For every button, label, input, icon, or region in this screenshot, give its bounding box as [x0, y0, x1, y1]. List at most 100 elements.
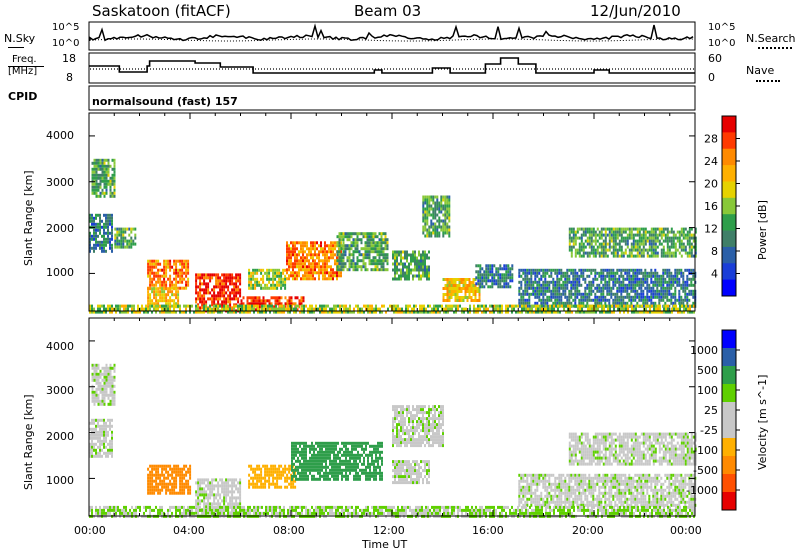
cell — [99, 399, 102, 403]
cell — [422, 210, 425, 214]
cell — [378, 250, 381, 254]
cell — [652, 239, 655, 243]
cell — [125, 307, 127, 311]
cell — [278, 271, 281, 275]
cell — [260, 470, 263, 474]
cell — [676, 248, 679, 252]
cell — [440, 198, 443, 202]
cell — [382, 253, 385, 257]
cell — [477, 264, 480, 268]
cell — [536, 271, 539, 275]
cell — [364, 232, 367, 236]
cell — [111, 228, 113, 232]
cell — [93, 369, 96, 373]
cell — [666, 274, 669, 278]
cell — [636, 268, 639, 272]
cell — [183, 464, 186, 468]
cell — [306, 253, 308, 257]
cell — [658, 274, 661, 278]
cell — [109, 188, 112, 192]
cell — [405, 304, 407, 308]
cell — [324, 271, 326, 275]
cell — [394, 250, 396, 254]
cell — [444, 213, 447, 217]
cell — [280, 274, 283, 278]
cell — [654, 277, 657, 281]
cell — [477, 273, 480, 277]
cell — [674, 280, 677, 284]
cell — [215, 493, 218, 497]
cell — [207, 291, 210, 295]
cell — [99, 161, 102, 165]
cell — [254, 302, 257, 306]
cell — [501, 310, 503, 314]
cell — [171, 482, 174, 486]
cell — [646, 271, 649, 275]
cell — [688, 292, 691, 296]
cell — [354, 238, 357, 242]
cell — [95, 194, 98, 198]
cell — [124, 245, 127, 249]
cell — [105, 243, 107, 247]
cell — [573, 304, 575, 308]
cell — [610, 271, 613, 275]
cell — [396, 271, 398, 275]
cell — [558, 301, 561, 305]
cell — [446, 278, 449, 281]
cell — [668, 286, 671, 290]
cell — [414, 253, 416, 257]
cell — [424, 216, 427, 220]
cell — [351, 310, 353, 314]
cell — [688, 233, 691, 237]
cell — [103, 231, 105, 235]
cell — [97, 213, 99, 217]
cell — [668, 304, 671, 308]
cell — [664, 251, 667, 255]
cell — [332, 253, 334, 257]
cell — [203, 478, 206, 482]
cell — [256, 302, 259, 306]
cell — [532, 283, 535, 287]
cell — [340, 262, 343, 266]
cell — [372, 259, 375, 263]
cell — [356, 262, 359, 266]
cell — [101, 393, 104, 397]
cell — [477, 282, 480, 286]
cell — [658, 283, 661, 287]
cell — [207, 282, 210, 286]
cell — [165, 488, 168, 492]
cell — [638, 277, 641, 281]
cell — [247, 310, 249, 314]
cell — [657, 307, 659, 311]
cell — [650, 236, 653, 240]
cell — [215, 276, 218, 280]
cell — [393, 310, 395, 314]
cell — [342, 253, 345, 257]
cell — [325, 304, 327, 308]
cell — [147, 310, 149, 314]
cell — [253, 310, 255, 314]
cell — [400, 262, 402, 266]
cell — [687, 307, 689, 311]
cell — [356, 268, 359, 272]
cell — [167, 293, 170, 297]
cell — [123, 307, 125, 311]
cell — [568, 301, 571, 305]
cell — [280, 286, 283, 290]
cell — [155, 274, 158, 278]
cell — [221, 303, 224, 307]
cell — [272, 286, 275, 290]
cell — [509, 276, 512, 280]
cell — [640, 233, 643, 237]
cell — [227, 300, 230, 304]
cell — [680, 274, 683, 278]
cell — [582, 277, 585, 281]
cell — [346, 247, 349, 251]
cell — [586, 254, 589, 258]
cell — [680, 233, 683, 237]
cell — [211, 481, 214, 485]
cell — [346, 244, 349, 248]
cell — [566, 277, 569, 281]
cell — [195, 481, 198, 485]
cell — [548, 286, 551, 290]
